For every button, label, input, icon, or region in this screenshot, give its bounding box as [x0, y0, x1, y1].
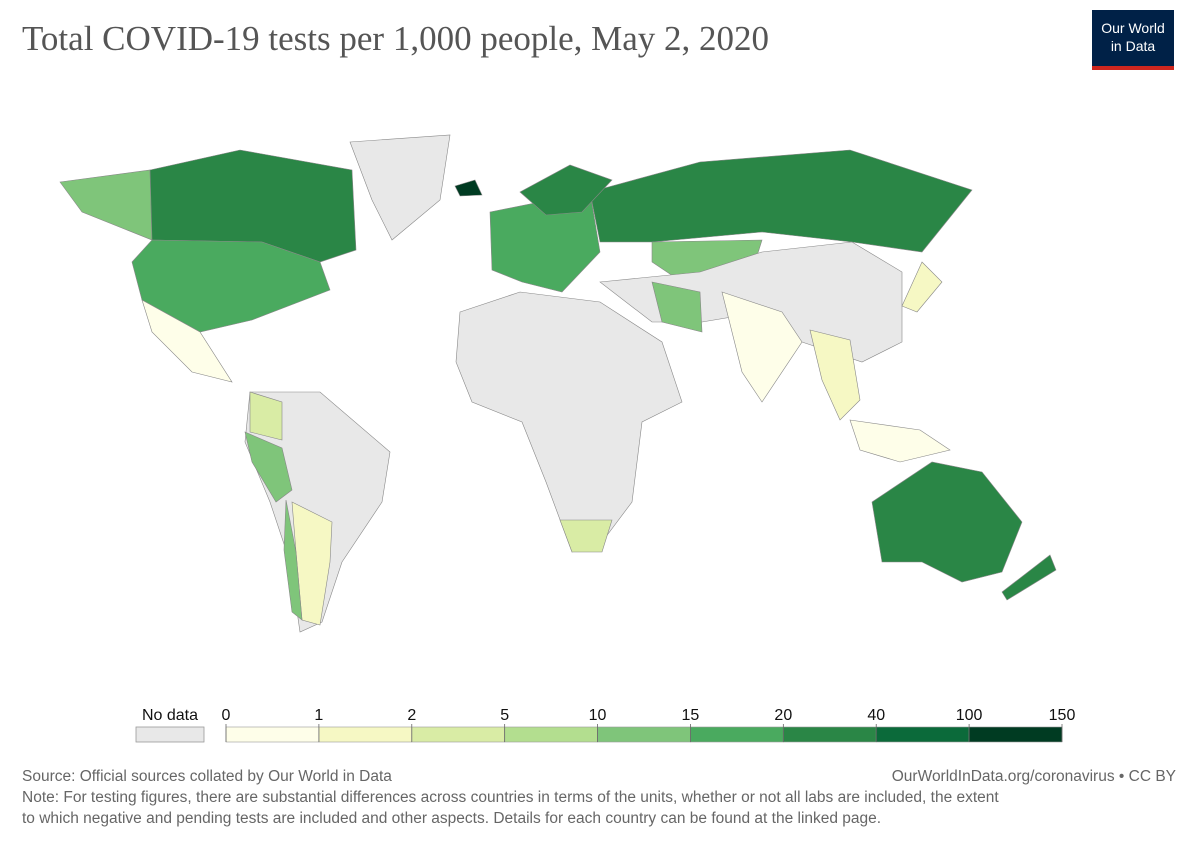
legend: No data 0 1 2 5 10 15 20 40 100 150 — [135, 707, 1076, 743]
logo: Our World in Data — [1092, 10, 1174, 70]
country — [651, 281, 703, 333]
legend-swatch — [968, 726, 1063, 743]
legend-swatch — [690, 726, 784, 743]
legend-tick-label: 1 — [314, 707, 323, 724]
legend-swatch — [135, 726, 205, 743]
legend-tick-label: 0 — [222, 707, 231, 724]
legend-tick-label: 15 — [682, 707, 700, 724]
country — [454, 179, 483, 197]
legend-swatch — [783, 726, 877, 743]
legend-swatch — [504, 726, 598, 743]
country — [559, 519, 613, 553]
country — [901, 261, 943, 313]
country — [349, 134, 451, 241]
legend-swatch — [225, 726, 320, 743]
country — [244, 431, 293, 503]
country — [519, 164, 613, 216]
country — [131, 239, 331, 333]
country — [283, 499, 303, 621]
legend-tick-label: 20 — [774, 707, 792, 724]
country — [249, 391, 283, 441]
note: Note: For testing figures, there are sub… — [22, 789, 999, 806]
legend-swatch — [318, 726, 413, 743]
note: to which negative and pending tests are … — [22, 810, 881, 827]
legend-swatch — [875, 726, 970, 743]
legend-tick-label: 2 — [407, 707, 416, 724]
logo-text: in Data — [1111, 38, 1156, 54]
country — [589, 149, 973, 253]
country — [809, 329, 861, 421]
legend-tick-label: 100 — [956, 707, 983, 724]
country — [59, 169, 153, 241]
country — [871, 461, 1023, 583]
legend-tick-label: 40 — [867, 707, 885, 724]
legend-tick-label: 150 — [1049, 707, 1076, 724]
url: OurWorldInData.org/coronavirus • CC BY — [892, 768, 1176, 785]
country — [1001, 554, 1057, 601]
title: Total COVID-19 tests per 1,000 people, M… — [22, 19, 769, 58]
legend-swatch — [411, 726, 505, 743]
world-map — [59, 134, 1057, 633]
logo-text: Our World — [1101, 20, 1165, 36]
country — [141, 299, 233, 383]
legend-tick-label: 5 — [500, 707, 509, 724]
source: Source: Official sources collated by Our… — [22, 768, 392, 785]
country — [721, 291, 803, 403]
logo-bar — [1092, 66, 1174, 70]
legend-tick-label: 10 — [589, 707, 607, 724]
logo-box — [1092, 10, 1174, 70]
country — [849, 419, 951, 463]
legend-swatch — [597, 726, 691, 743]
country — [455, 291, 683, 553]
legend-label: No data — [142, 707, 198, 724]
